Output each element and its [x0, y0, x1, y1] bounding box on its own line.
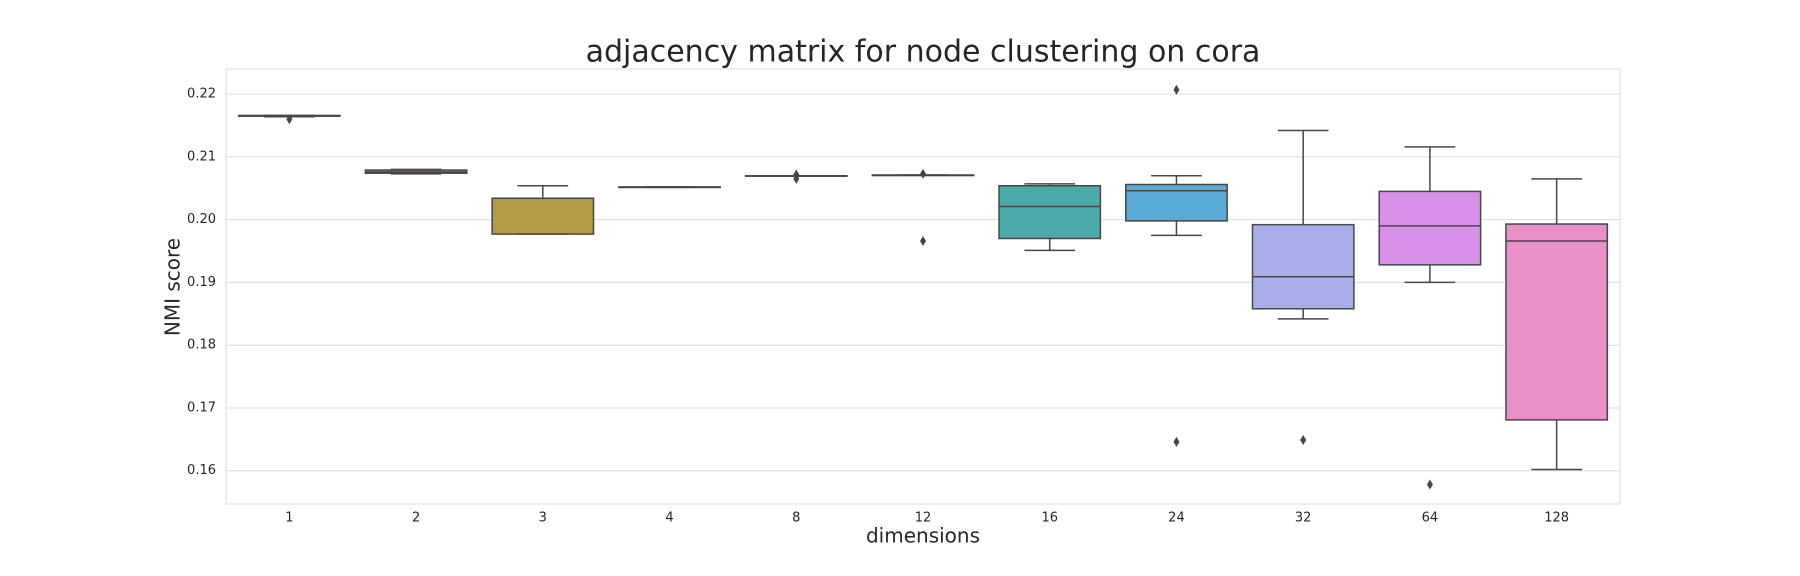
y-tick-label: 0.19 [187, 275, 216, 290]
box [1378, 190, 1482, 266]
x-tick-label: 4 [665, 511, 673, 526]
y-axis-label: NMI score [161, 238, 185, 336]
y-tick-label: 0.21 [187, 149, 216, 164]
outlier [1426, 479, 1433, 490]
outlier [920, 168, 926, 179]
box [1125, 183, 1228, 222]
y-tick-label: 0.20 [187, 212, 216, 227]
plot-frame [225, 68, 1621, 505]
box [1505, 223, 1609, 421]
x-tick-label: 8 [792, 511, 800, 526]
x-tick-label: 64 [1422, 511, 1439, 526]
box [998, 185, 1102, 240]
outlier [286, 114, 293, 125]
x-tick-label: 32 [1295, 511, 1312, 526]
outlier [1173, 84, 1180, 95]
box [1251, 223, 1355, 310]
y-tick-label: 0.22 [187, 87, 216, 102]
outlier [1173, 436, 1180, 447]
chart-title: adjacency matrix for node clustering on … [586, 35, 1261, 70]
outlier [920, 235, 926, 246]
x-tick-label: 24 [1168, 511, 1185, 526]
x-tick-label: 1 [285, 511, 293, 526]
x-tick-label: 128 [1544, 511, 1569, 526]
x-tick-label: 16 [1041, 511, 1058, 526]
x-tick-label: 2 [412, 511, 420, 526]
outlier [1300, 434, 1307, 445]
x-tick-label: 3 [539, 511, 547, 526]
y-tick-label: 0.16 [187, 463, 216, 478]
y-tick-label: 0.18 [187, 338, 216, 353]
outlier [793, 173, 800, 184]
x-axis-label: dimensions [866, 524, 980, 548]
box [491, 197, 595, 235]
x-tick-label: 12 [915, 511, 932, 526]
y-tick-label: 0.17 [187, 400, 216, 415]
